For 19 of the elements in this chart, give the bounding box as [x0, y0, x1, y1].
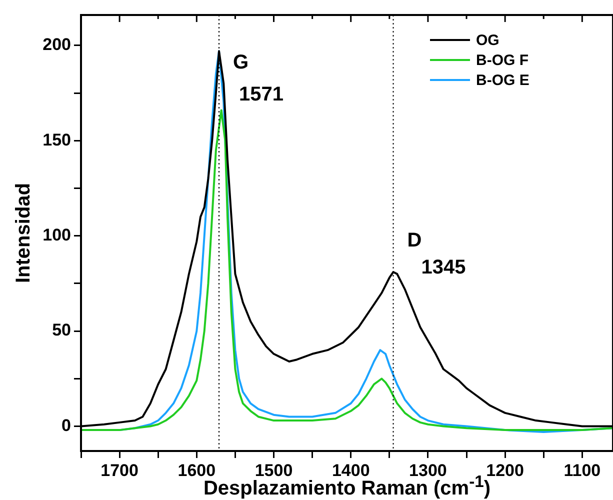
legend-label: B-OG E [476, 72, 530, 88]
x-tick-label: 1400 [332, 460, 370, 480]
x-tick-label: 1200 [486, 460, 524, 480]
x-tick-label: 1300 [409, 460, 447, 480]
ref-line-label: G [233, 52, 249, 74]
ref-line-label: D [407, 230, 422, 252]
y-tick-label: 0 [62, 416, 71, 435]
annotation: 1345 [421, 256, 466, 279]
legend-label: OG [476, 32, 500, 48]
x-tick-label: 1700 [100, 460, 138, 480]
x-tick-label: 1500 [254, 460, 293, 480]
annotation: 1571 [239, 84, 284, 106]
legend-label: B-OG F [476, 52, 528, 68]
y-tick-label: 50 [52, 320, 71, 340]
x-tick-label: 1100 [564, 460, 601, 480]
y-tick-label: 100 [42, 226, 71, 245]
y-tick-label: 150 [42, 130, 71, 150]
y-tick-label: 200 [42, 35, 71, 54]
y-axis-title: Intensidad [12, 182, 36, 284]
